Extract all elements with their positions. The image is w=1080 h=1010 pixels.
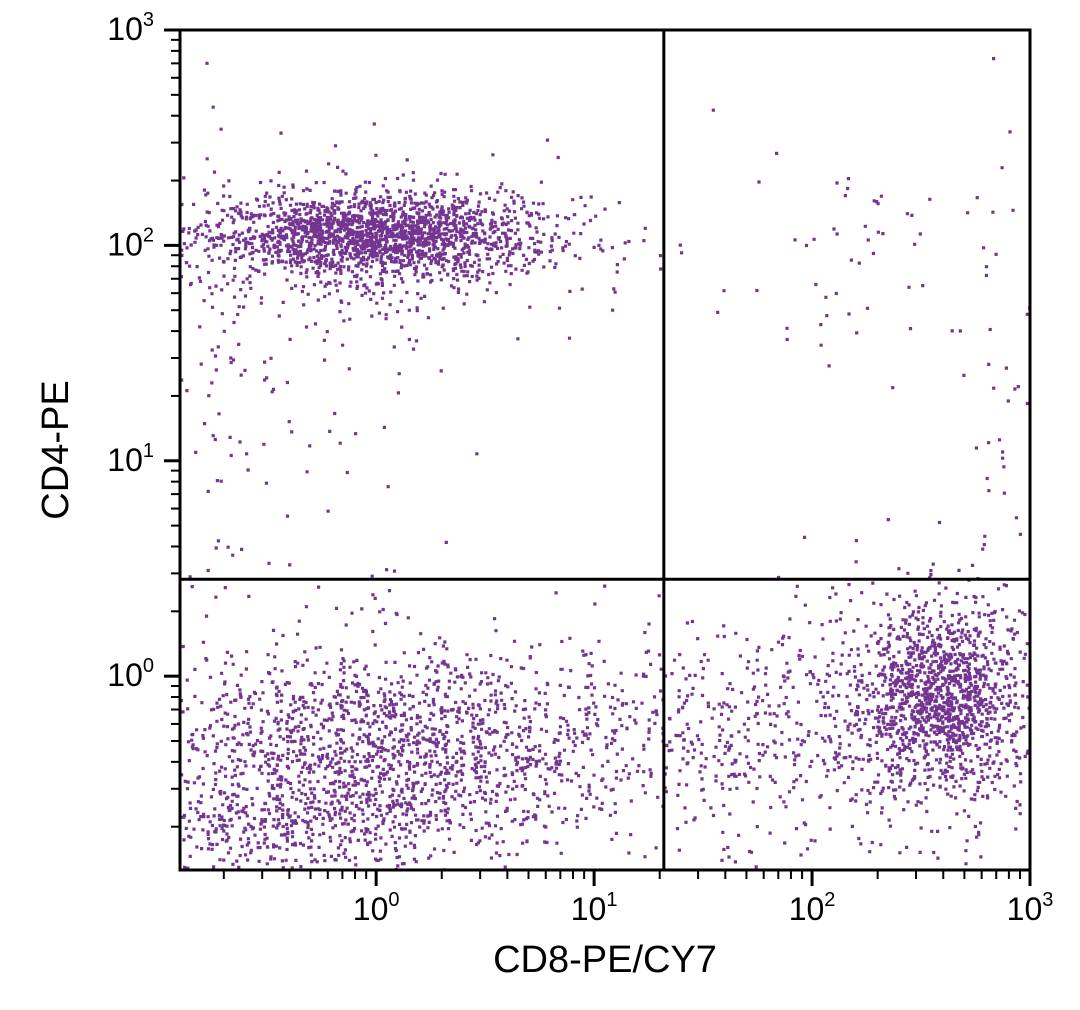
y-tick-label: 101: [107, 440, 154, 478]
scatter-chart: 100 101 102 103 100 101 102 103 CD8-PE/CY7 CD4-…: [0, 0, 1080, 1010]
x-tick-label: 103: [1007, 889, 1054, 927]
y-tick-label: 102: [107, 224, 154, 262]
x-tick-label: 102: [789, 889, 836, 927]
x-tick-label: 100: [353, 889, 400, 927]
x-axis-label: CD8-PE/CY7: [493, 939, 717, 981]
x-tick-label: 101: [571, 889, 618, 927]
y-tick-label: 100: [107, 655, 154, 693]
y-axis-label: CD4-PE: [35, 380, 77, 519]
y-tick-label: 103: [107, 9, 154, 47]
